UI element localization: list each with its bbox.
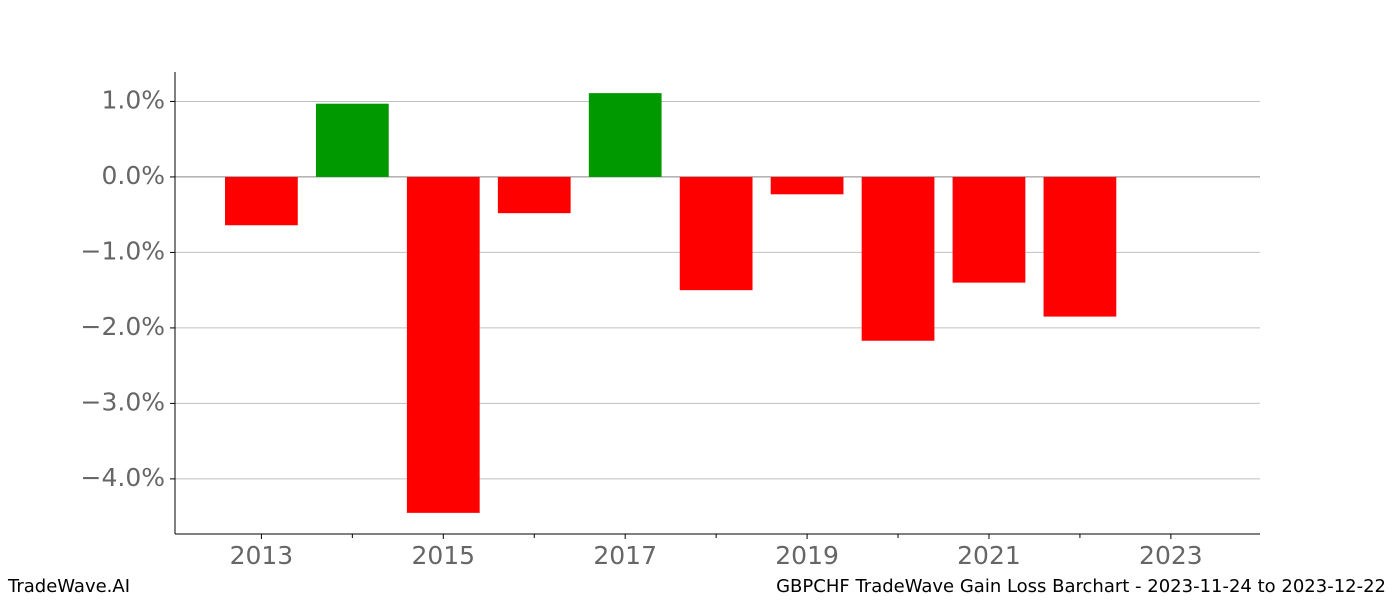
- y-tick-label: 0.0%: [101, 161, 165, 190]
- x-tick-label: 2017: [593, 541, 657, 570]
- bar: [770, 176, 844, 195]
- bar: [1043, 176, 1117, 317]
- x-tick-label: 2013: [230, 541, 294, 570]
- chart-title: GBPCHF TradeWave Gain Loss Barchart - 20…: [776, 576, 1386, 597]
- bar: [315, 103, 389, 177]
- bar: [406, 176, 480, 513]
- bar: [861, 176, 935, 341]
- bar: [679, 176, 753, 291]
- bar: [225, 176, 298, 226]
- bar: [497, 176, 571, 214]
- y-tick-label: −2.0%: [81, 312, 165, 341]
- x-tick-label: 2021: [957, 541, 1021, 570]
- x-tick-label: 2019: [775, 541, 839, 570]
- y-tick-label: −1.0%: [81, 236, 165, 265]
- bar: [952, 176, 1026, 283]
- y-tick-label: −4.0%: [81, 463, 165, 492]
- watermark: TradeWave.AI: [7, 576, 130, 597]
- y-tick-label: 1.0%: [101, 85, 165, 114]
- y-tick-label: −3.0%: [81, 387, 165, 416]
- x-tick-label: 2015: [411, 541, 475, 570]
- x-tick-label: 2023: [1139, 541, 1203, 570]
- bar: [588, 93, 662, 177]
